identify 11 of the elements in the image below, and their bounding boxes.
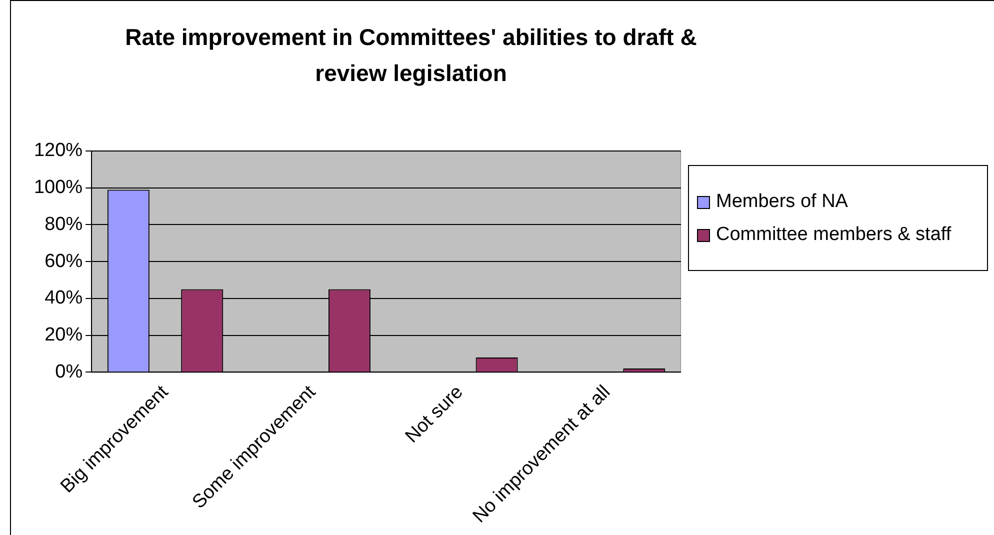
chart-title: Rate improvement in Committees' abilities to draft & review legislation [124,23,698,88]
legend-label: Committee members & staff [716,223,952,246]
y-tick-label: 40% [44,288,83,309]
y-tick-label: 120% [34,140,83,162]
y-tick-label: 20% [44,324,83,346]
y-tick-label: 60% [44,250,83,272]
legend-label: Members of NA [716,190,848,213]
y-tick-label: 80% [44,214,83,235]
y-tick-label: 100% [34,177,83,198]
x-tick-label: Not sure [402,382,468,448]
y-tick-label: 0% [55,361,83,382]
